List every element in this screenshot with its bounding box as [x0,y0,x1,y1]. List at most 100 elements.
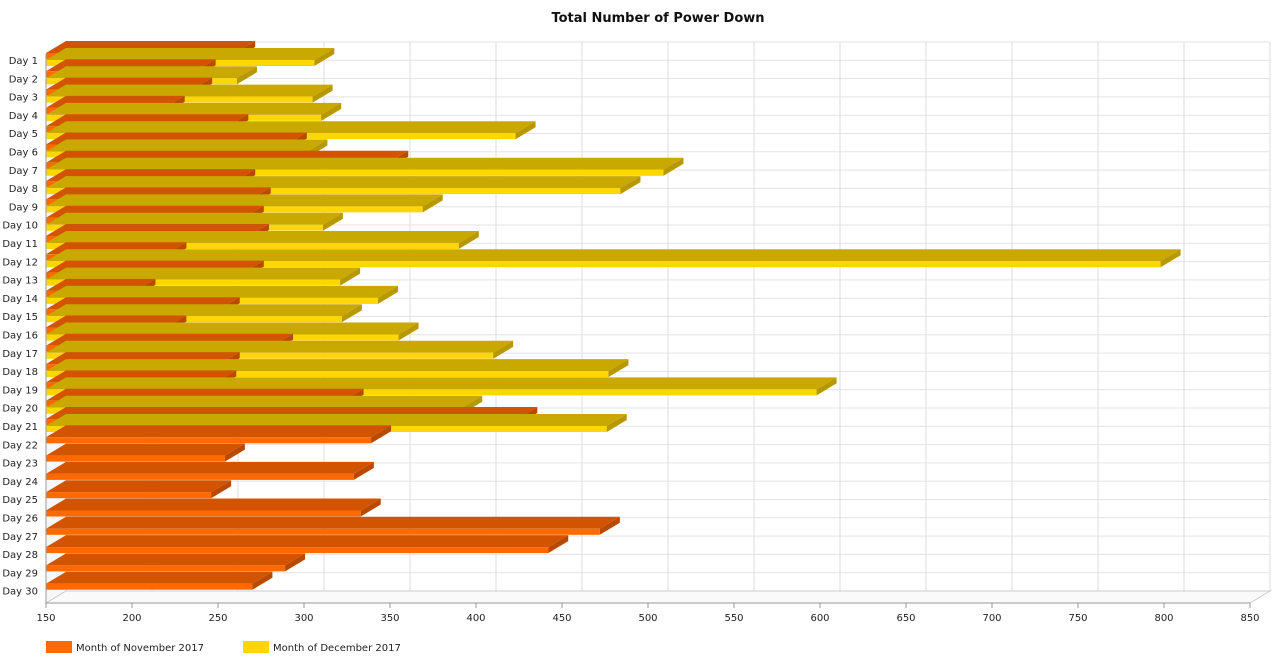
y-tick-label: Day 16 [2,331,38,342]
bar-top-face [46,553,306,566]
y-tick-label: Day 9 [9,202,38,213]
bar-top-face [46,231,479,243]
y-tick-label: Day 14 [2,294,38,305]
bar-top-face [46,571,273,584]
bar-top-face [46,414,627,426]
x-tick-label: 150 [36,613,55,624]
bar-end-face [458,231,479,249]
y-tick-label: Day 5 [9,129,38,140]
y-tick-label: Day 7 [9,166,38,177]
chart-title: Total Number of Power Down [551,11,764,26]
bar [46,583,253,590]
bar-top-face [46,395,483,408]
bar-end-face [371,425,392,444]
bar-top-face [46,102,342,115]
x-axis: 150 200 250 300 350 400 450 500 550 600 650 700 750 8… [36,602,1260,624]
legend-swatch [46,641,72,653]
bar-end-face [606,414,627,432]
bar-end-face [377,285,398,304]
y-tick-label: Day 8 [9,184,38,195]
bar-top-face [46,194,443,207]
bar-end-face [252,571,273,590]
x-tick-label: 400 [466,613,485,624]
bar-top-face [46,121,536,134]
bar-top-face [46,535,569,548]
y-tick-label: Day 13 [2,276,38,287]
y-tick-label: Day 19 [2,385,38,396]
legend-swatch [243,641,269,653]
bar-end-face [548,535,569,554]
bar-top-face [46,267,361,280]
y-tick-label: Day 17 [2,349,38,360]
bar [46,455,225,462]
bar-end-face [1160,249,1181,268]
bar-top-face [46,516,620,529]
bar-top-face [46,425,392,438]
y-tick-label: Day 21 [2,422,38,433]
bar-top-face [46,480,232,493]
y-tick-label: Day 29 [2,568,38,579]
bar-top-face [46,322,419,335]
y-tick-label: Day 4 [9,111,38,122]
bar-end-face [816,377,837,396]
bar-end-face [620,176,641,195]
bar [46,352,494,359]
x-tick-label: 350 [380,613,399,624]
bar-end-face [314,48,335,66]
x-tick-label: 300 [294,613,313,624]
bar [46,279,341,286]
y-tick-label: Day 1 [9,56,38,67]
y-tick-label: Day 2 [9,74,38,85]
x-tick-label: 800 [1154,613,1173,624]
bar-end-face [422,194,443,213]
bar-top-face [46,377,837,390]
bar-end-face [515,121,536,140]
bars [46,41,1181,590]
bar [46,528,600,535]
bar-end-face [224,443,245,462]
bar [46,473,354,480]
bar-top-face [46,48,335,60]
bar [46,243,459,249]
bar-top-face [46,249,1181,262]
legend-item[interactable]: Month of December 2017 [243,641,401,654]
bar-end-face [353,461,374,480]
y-tick-label: Day 3 [9,93,38,104]
bar-top-face [46,212,343,225]
bar-top-face [46,139,328,152]
x-tick-label: 650 [896,613,915,624]
x-tick-label: 200 [122,613,141,624]
bar-top-face [46,285,398,298]
bar-end-face [599,516,620,535]
bar-top-face [46,461,374,474]
x-tick-label: 850 [1240,613,1259,624]
bar [46,510,361,517]
x-tick-label: 250 [208,613,227,624]
legend-item[interactable]: Month of November 2017 [46,641,204,654]
bar-end-face [236,66,257,85]
bar-end-face [360,498,381,517]
legend-label: Month of November 2017 [76,643,204,654]
floor [44,590,1272,604]
bar-end-face [285,553,306,572]
bar-end-face [340,267,361,286]
y-tick-label: Day 12 [2,257,38,268]
bar-end-face [322,212,343,231]
bar [46,371,609,378]
bar-end-face [398,322,419,341]
x-tick-label: 600 [810,613,829,624]
y-tick-label: Day 15 [2,312,38,323]
bar [46,492,212,499]
bar [46,261,1161,268]
y-tick-label: Day 10 [2,221,38,232]
x-tick-label: 750 [1068,613,1087,624]
y-tick-label: Day 23 [2,459,38,470]
y-tick-label: Day 26 [2,514,38,525]
y-axis: Day 1 Day 2 Day 3 Day 4 Day 5 Day 6 Day 7 Day 8… [2,54,47,603]
bar-top-face [46,66,257,79]
legend[interactable]: Month of November 2017 Month of December … [46,641,401,654]
bar-end-face [211,480,232,499]
bar [46,547,549,554]
bar [46,316,342,323]
